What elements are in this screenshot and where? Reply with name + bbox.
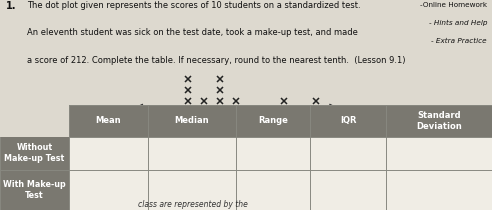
Bar: [0, 170, 69, 210]
Bar: [69, 136, 148, 170]
Bar: [148, 136, 236, 170]
Text: With Make-up
Test: With Make-up Test: [3, 180, 66, 200]
Text: - Extra Practice: - Extra Practice: [431, 38, 487, 44]
Bar: [148, 170, 236, 210]
Text: Without
Make-up Test: Without Make-up Test: [4, 143, 64, 163]
Bar: [236, 136, 310, 170]
Text: The dot plot given represents the scores of 10 students on a standardized test.: The dot plot given represents the scores…: [27, 1, 361, 10]
Text: Standard
Deviation: Standard Deviation: [416, 111, 462, 131]
Bar: [386, 136, 492, 170]
Bar: [69, 170, 148, 210]
Text: 1.: 1.: [6, 1, 16, 11]
Text: -Online Homework: -Online Homework: [420, 2, 487, 8]
Bar: [386, 170, 492, 210]
Bar: [0, 136, 69, 170]
Text: - Hints and Help: - Hints and Help: [429, 20, 487, 26]
Bar: [69, 105, 492, 136]
Text: IQR: IQR: [340, 116, 356, 125]
Bar: [310, 136, 386, 170]
Text: Range: Range: [258, 116, 288, 125]
Text: class are represented by the: class are represented by the: [138, 200, 247, 209]
Bar: [310, 170, 386, 210]
Text: An eleventh student was sick on the test date, took a make-up test, and made: An eleventh student was sick on the test…: [27, 28, 358, 37]
Text: Mean: Mean: [95, 116, 121, 125]
Text: a score of 212. Complete the table. If necessary, round to the nearest tenth.  (: a score of 212. Complete the table. If n…: [27, 56, 405, 65]
Bar: [236, 170, 310, 210]
Text: Median: Median: [175, 116, 209, 125]
